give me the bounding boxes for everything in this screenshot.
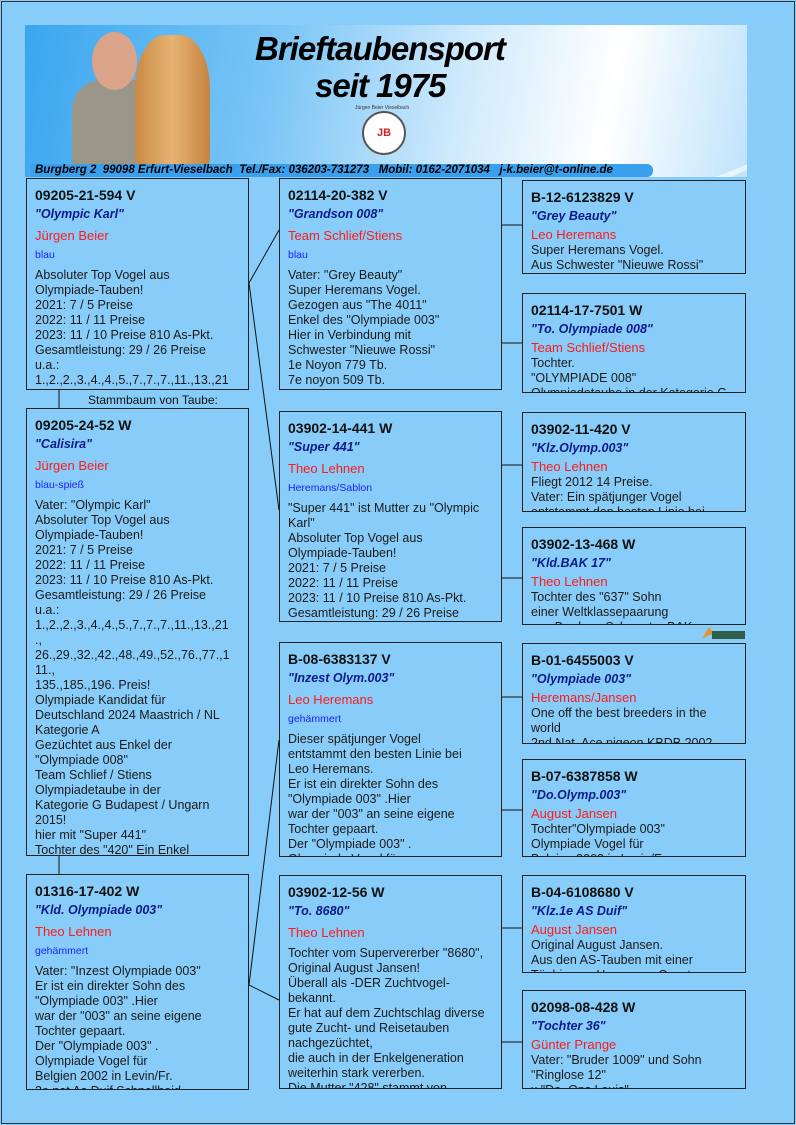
pigeon-name: "Kld.BAK 17" <box>531 556 611 570</box>
pigeon-card: 03902-12-56 W "To. 8680" Theo Lehnen Toch… <box>279 875 502 1089</box>
pigeon-card: B-08-6383137 V "Inzest Olym.003" Leo Her… <box>279 642 502 857</box>
logo-caption: Jürgen Beier Vieselbach <box>355 105 410 111</box>
ring-number: B-04-6108680 V <box>531 884 634 900</box>
pigeon-description: Dieser spätjunger Vogel entstammt den be… <box>288 732 462 856</box>
pigeon-name: "Olympic Karl" <box>35 207 124 221</box>
pigeon-description: Tochter des "637" Sohn einer Weltklassep… <box>531 590 692 624</box>
pigeon-card: 09205-21-594 V "Olympic Karl" Jürgen Bei… <box>26 178 249 390</box>
banner-subtitle: seit 1975 <box>315 67 446 104</box>
pigeon-description: One off the best breeders in the world 2… <box>531 706 713 744</box>
ring-number: B-08-6383137 V <box>288 651 391 667</box>
pigeon-name: "To. 8680" <box>288 904 350 918</box>
pigeon-card: 03902-13-468 W "Kld.BAK 17" Theo Lehnen T… <box>522 527 746 625</box>
ring-number: 09205-24-52 W <box>35 417 132 433</box>
breeder-name: Theo Lehnen <box>531 459 608 474</box>
pigeon-description: Tochter"Olympiade 003" Olympiade Vogel f… <box>531 822 669 856</box>
pigeon-card: 03902-11-420 V "Klz.Olymp.003" Theo Lehn… <box>522 412 746 512</box>
pigeon-color: blau-spieß <box>35 479 85 491</box>
pigeon-description: Vater: "Bruder 1009" und Sohn "Ringlose … <box>531 1053 702 1088</box>
breeder-name: Theo Lehnen <box>35 924 112 939</box>
pigeon-color: blau <box>35 249 55 261</box>
pigeon-name: "Inzest Olym.003" <box>288 671 395 685</box>
pigeon-name: "Olympiade 003" <box>531 672 632 686</box>
pigeon-card: B-07-6387858 W "Do.Olymp.003" August Jan… <box>522 759 746 857</box>
pigeon-color: Heremans/Sablon <box>288 482 373 494</box>
breeder-name: Günter Prange <box>531 1037 617 1052</box>
pigeon-description: Vater: "Olympic Karl" Absoluter Top Voge… <box>35 498 230 856</box>
pigeon-card: B-01-6455003 V "Olympiade 003" Heremans/… <box>522 643 746 744</box>
breeder-name: Jürgen Beier <box>35 228 109 243</box>
banner-title: Brieftaubensport <box>255 30 506 67</box>
pigeon-name: "Calisira" <box>35 437 93 451</box>
connector <box>248 229 280 511</box>
pigeon-name: "To. Olympiade 008" <box>531 322 653 336</box>
connector <box>248 739 280 1001</box>
ring-number: 01316-17-402 W <box>35 883 140 899</box>
breeder-name: Theo Lehnen <box>288 925 365 940</box>
ring-number: 03902-12-56 W <box>288 884 385 900</box>
pigeon-card: B-04-6108680 V "Klz.1e AS Duif" August J… <box>522 875 746 973</box>
breeder-name: Team Schlief/Stiens <box>288 228 403 243</box>
breeder-name: Heremans/Jansen <box>531 690 637 705</box>
pigeon-name: "Grey Beauty" <box>531 209 617 223</box>
pigeon-carving-image <box>135 35 210 170</box>
pigeon-card: 03902-14-441 W "Super 441" Theo Lehnen He… <box>279 411 502 622</box>
ring-number: B-01-6455003 V <box>531 652 634 668</box>
breeder-name: Jürgen Beier <box>35 458 109 473</box>
ring-number: B-12-6123829 V <box>531 189 634 205</box>
pigeon-card: 02114-20-382 V "Grandson 008" Team Schli… <box>279 178 502 390</box>
pigeon-color: gehämmert <box>288 713 342 725</box>
ring-number: 02114-17-7501 W <box>531 302 643 318</box>
pigeon-name: "Klz.Olymp.003" <box>531 441 629 455</box>
breeder-name: Team Schlief/Stiens <box>531 340 646 355</box>
pedigree-label: Stammbaum von Taube: <box>88 393 218 407</box>
club-logo: JB <box>362 111 406 155</box>
breeder-name: Theo Lehnen <box>531 574 608 589</box>
pigeon-name: "Grandson 008" <box>288 207 384 221</box>
pigeon-name: "Do.Olymp.003" <box>531 788 627 802</box>
breeder-name: Theo Lehnen <box>288 461 365 476</box>
ring-number: 02098-08-428 W <box>531 999 636 1015</box>
pigeon-name: "Kld. Olympiade 003" <box>35 903 163 917</box>
pigeon-description: Tochter. "OLYMPIADE 008" Olympiadetaube … <box>531 356 727 393</box>
pigeon-description: Vater: "Inzest Olympiade 003" Er ist ein… <box>35 964 202 1089</box>
breeder-name: August Jansen <box>531 922 618 937</box>
pigeon-description: "Super 441" ist Mutter zu "Olympic Karl"… <box>288 501 480 620</box>
pigeon-card: 02098-08-428 W "Tochter 36" Günter Prang… <box>522 990 746 1089</box>
pigeon-card: 01316-17-402 W "Kld. Olympiade 003" Theo… <box>26 874 249 1090</box>
pigeon-card: 02114-17-7501 W "To. Olympiade 008" Team… <box>522 293 746 393</box>
pigeon-name: "Super 441" <box>288 440 360 454</box>
contact-address-bar: Burgberg 2 99098 Erfurt-Vieselbach Tel./… <box>31 164 653 177</box>
pigeon-card: 09205-24-52 W "Calisira" Jürgen Beier bla… <box>26 408 249 856</box>
pigeon-name: "Klz.1e AS Duif" <box>531 904 628 918</box>
pigeon-description: Absoluter Top Vogel aus Olympiade-Tauben… <box>35 268 229 387</box>
pigeon-name: "Tochter 36" <box>531 1019 606 1033</box>
pigeon-description: Super Heremans Vogel. Aus Schwester "Nie… <box>531 243 704 272</box>
ring-number: 03902-13-468 W <box>531 536 636 552</box>
breeder-name: August Jansen <box>531 806 618 821</box>
pigeon-description: Fliegt 2012 14 Preise. Vater: Ein spätju… <box>531 475 705 512</box>
pigeon-card: B-12-6123829 V "Grey Beauty" Leo Hereman… <box>522 180 746 274</box>
pigeon-color: blau <box>288 249 308 261</box>
pigeon-description: Vater: "Grey Beauty" Super Heremans Voge… <box>288 268 440 389</box>
ring-number: 02114-20-382 V <box>288 187 388 203</box>
pigeon-color: gehämmert <box>35 945 89 957</box>
ring-number: 03902-14-441 W <box>288 420 393 436</box>
pigeon-description: Original August Jansen. Aus den AS-Taube… <box>531 938 708 972</box>
header-banner: Brieftaubensport seit 1975 Jürgen Beier … <box>25 25 747 177</box>
breeder-name: Leo Heremans <box>288 692 374 707</box>
ring-number: 09205-21-594 V <box>35 187 136 203</box>
ring-number: 03902-11-420 V <box>531 421 631 437</box>
ring-number: B-07-6387858 W <box>531 768 638 784</box>
pigeon-description: Tochter vom Supervererber "8680", Origin… <box>288 946 485 1089</box>
brieftauben-marketing-logo <box>700 627 745 640</box>
breeder-name: Leo Heremans <box>531 227 617 242</box>
